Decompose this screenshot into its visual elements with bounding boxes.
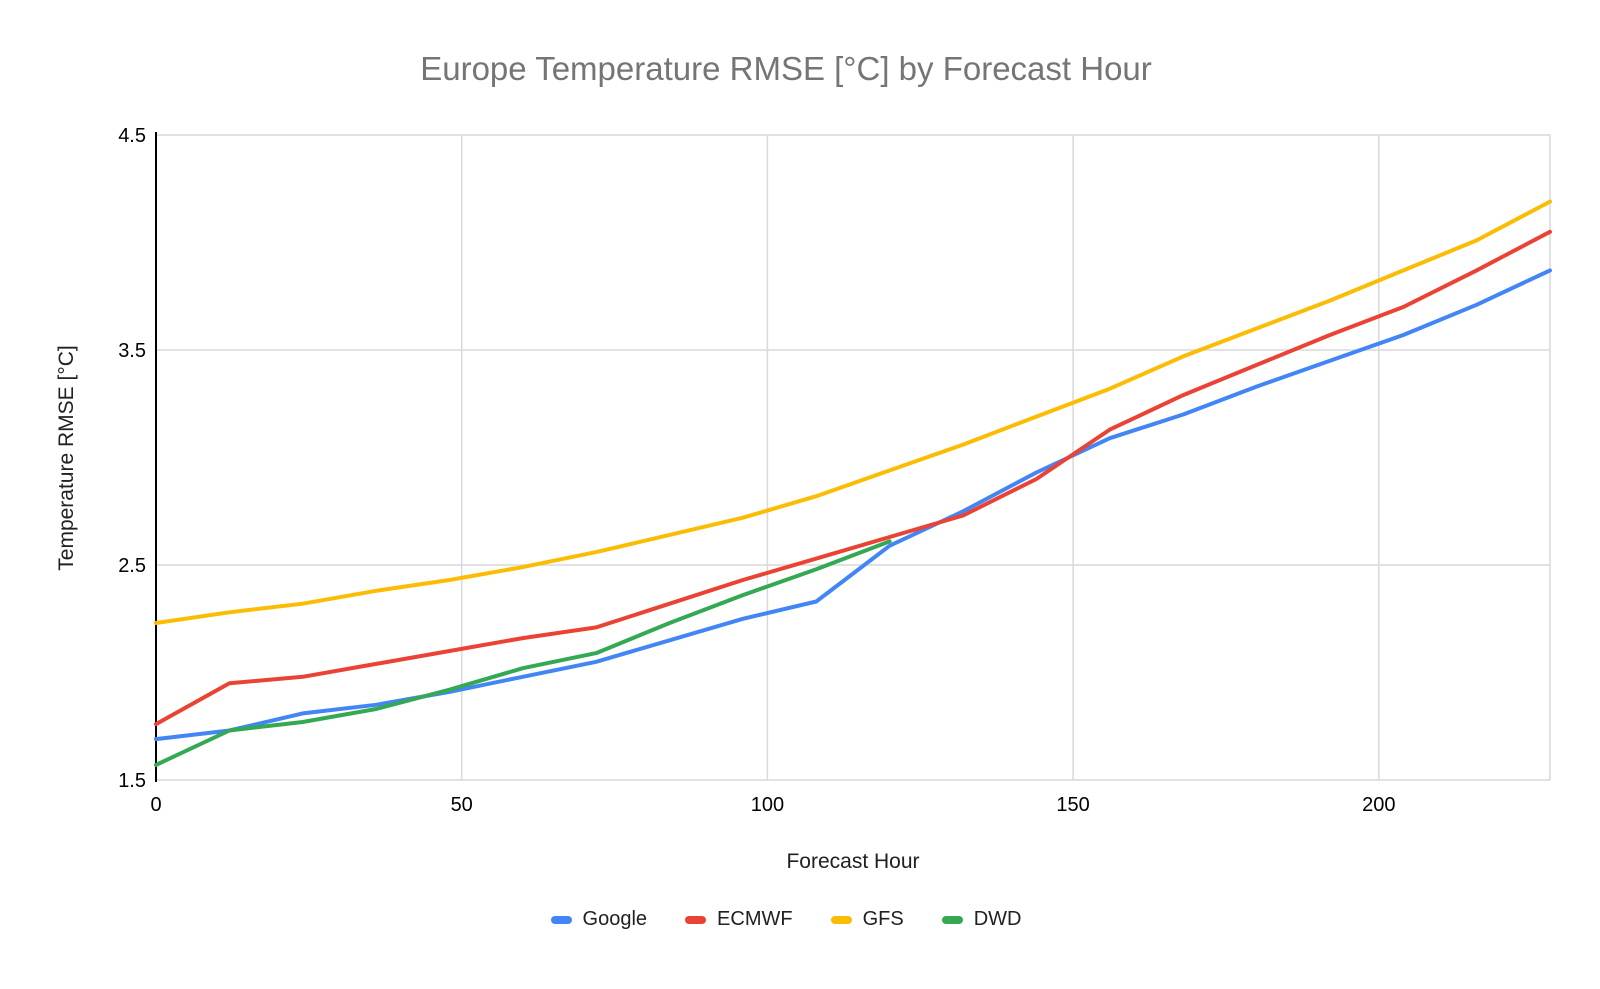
- chart-title: Europe Temperature RMSE [°C] by Forecast…: [420, 50, 1152, 87]
- legend-swatch-google: [550, 915, 572, 924]
- x-tick-label: 0: [150, 794, 161, 816]
- x-tick-label: 50: [451, 794, 473, 816]
- x-tick-label: 150: [1056, 794, 1089, 816]
- y-tick-label: 2.5: [118, 555, 146, 577]
- y-tick-label: 4.5: [118, 125, 146, 147]
- x-tick-label: 100: [751, 794, 784, 816]
- y-tick-label: 1.5: [118, 770, 146, 792]
- legend-item-gfs: GFS: [830, 908, 904, 931]
- legend-swatch-dwd: [941, 915, 963, 924]
- legend-swatch-gfs: [830, 915, 852, 924]
- legend-label-ecmwf: ECMWF: [717, 908, 793, 930]
- legend-label-gfs: GFS: [862, 908, 904, 930]
- legend-item-google: Google: [550, 908, 648, 931]
- legend-item-dwd: DWD: [941, 908, 1022, 931]
- y-tick-label: 3.5: [118, 340, 146, 362]
- legend: Google ECMWF GFS DWD: [0, 908, 1586, 931]
- series-line-google: [154, 268, 1552, 742]
- legend-swatch-ecmwf: [685, 915, 707, 924]
- legend-label-dwd: DWD: [973, 908, 1022, 930]
- x-tick-label: 200: [1362, 794, 1395, 816]
- x-axis-title: Forecast Hour: [786, 850, 920, 873]
- series-line-dwd: [154, 539, 892, 767]
- series-line-gfs: [154, 199, 1552, 625]
- series-line-ecmwf: [154, 229, 1552, 727]
- legend-label-google: Google: [582, 908, 648, 930]
- legend-item-ecmwf: ECMWF: [685, 908, 793, 931]
